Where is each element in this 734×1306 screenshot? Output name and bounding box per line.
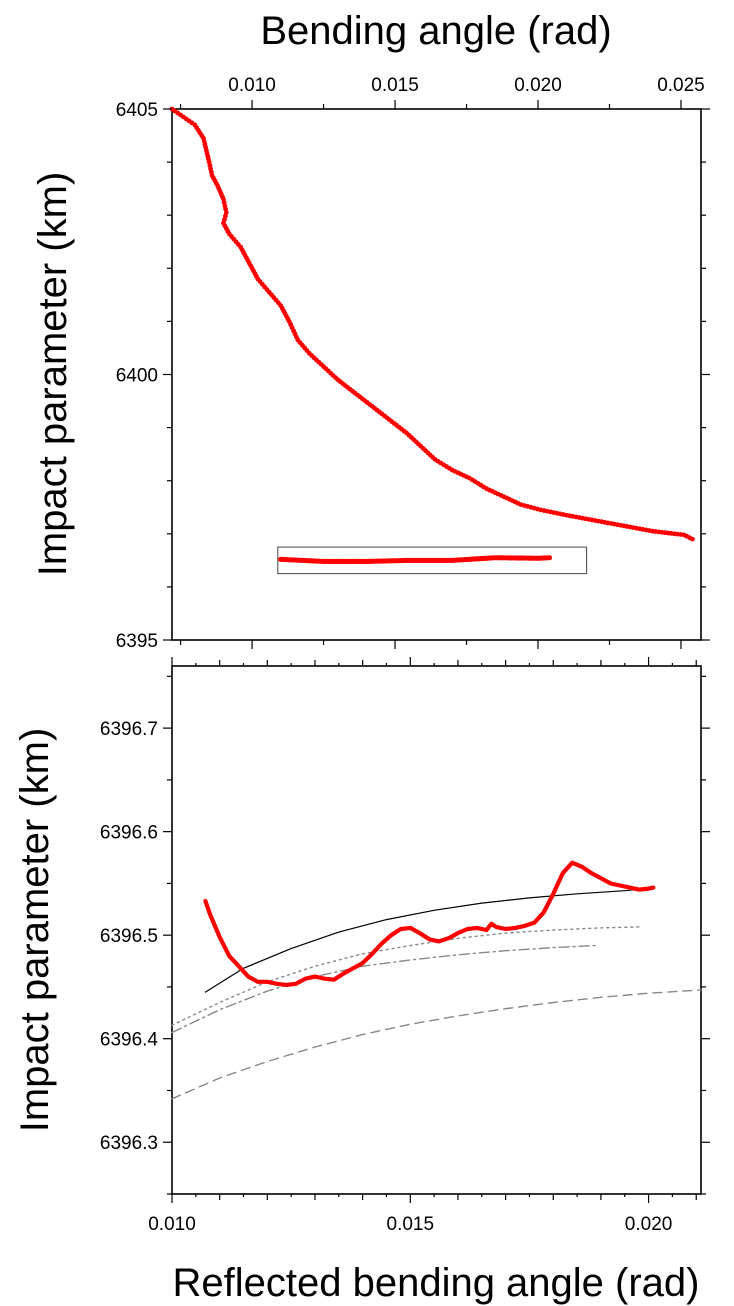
top-x-tick-label: 0.025 xyxy=(657,75,705,96)
top-ticks: 0.010 0.015 0.020 0.025 6395 6400 6405 xyxy=(116,75,710,652)
bottom-y-tick-label: 6396.6 xyxy=(100,823,158,844)
top-x-tick-label: 0.020 xyxy=(514,75,562,96)
top-data-point xyxy=(690,536,695,542)
bottom-y-tick-label: 6396.3 xyxy=(100,1133,158,1154)
top-series xyxy=(169,106,695,542)
top-y-tick-label: 6405 xyxy=(116,100,158,121)
top-x-tick-label: 0.015 xyxy=(371,75,419,96)
bottom-x-axis-title: Reflected bending angle (rad) xyxy=(172,1261,699,1305)
top-inset xyxy=(277,546,588,575)
bottom-series-line-dashdot xyxy=(171,944,597,1034)
bottom-y-tick-label: 6396.4 xyxy=(100,1030,159,1051)
top-series-points xyxy=(169,106,695,542)
top-x-axis-title: Bending angle (rad) xyxy=(260,9,611,53)
inset-data-point xyxy=(546,555,553,561)
top-y-tick-label: 6395 xyxy=(116,631,158,652)
top-x-tick-label: 0.010 xyxy=(228,75,276,96)
inset-series-points xyxy=(278,555,553,565)
bottom-y-tick-label: 6396.7 xyxy=(100,719,158,740)
bottom-panel: 0.010 0.015 0.020 6396.3 6396.4 6396.5 6396.6 6… xyxy=(13,657,710,1305)
top-panel: 0.010 0.015 0.020 0.025 6395 6400 6405 Bending… xyxy=(31,9,710,652)
bottom-y-tick-label: 6396.5 xyxy=(100,926,158,947)
bottom-y-axis-title: Impact parameter (km) xyxy=(13,728,57,1133)
bottom-plot-frame xyxy=(171,665,702,1195)
bottom-x-tick-label: 0.010 xyxy=(148,1214,196,1235)
bottom-series-line-dotted xyxy=(171,926,640,1026)
bottom-series xyxy=(171,860,702,1100)
bottom-ticks: 0.010 0.015 0.020 6396.3 6396.4 6396.5 6396.6 6… xyxy=(100,657,710,1235)
bottom-series-line-thick xyxy=(203,860,656,987)
top-y-tick-label: 6400 xyxy=(116,366,158,387)
bottom-series-line-solid xyxy=(204,888,650,993)
inset-box xyxy=(277,546,588,575)
bottom-series-line-dashed xyxy=(171,989,702,1100)
bottom-x-tick-label: 0.015 xyxy=(387,1214,435,1235)
bottom-x-tick-label: 0.020 xyxy=(625,1214,673,1235)
top-y-axis-title: Impact parameter (km) xyxy=(31,172,75,577)
